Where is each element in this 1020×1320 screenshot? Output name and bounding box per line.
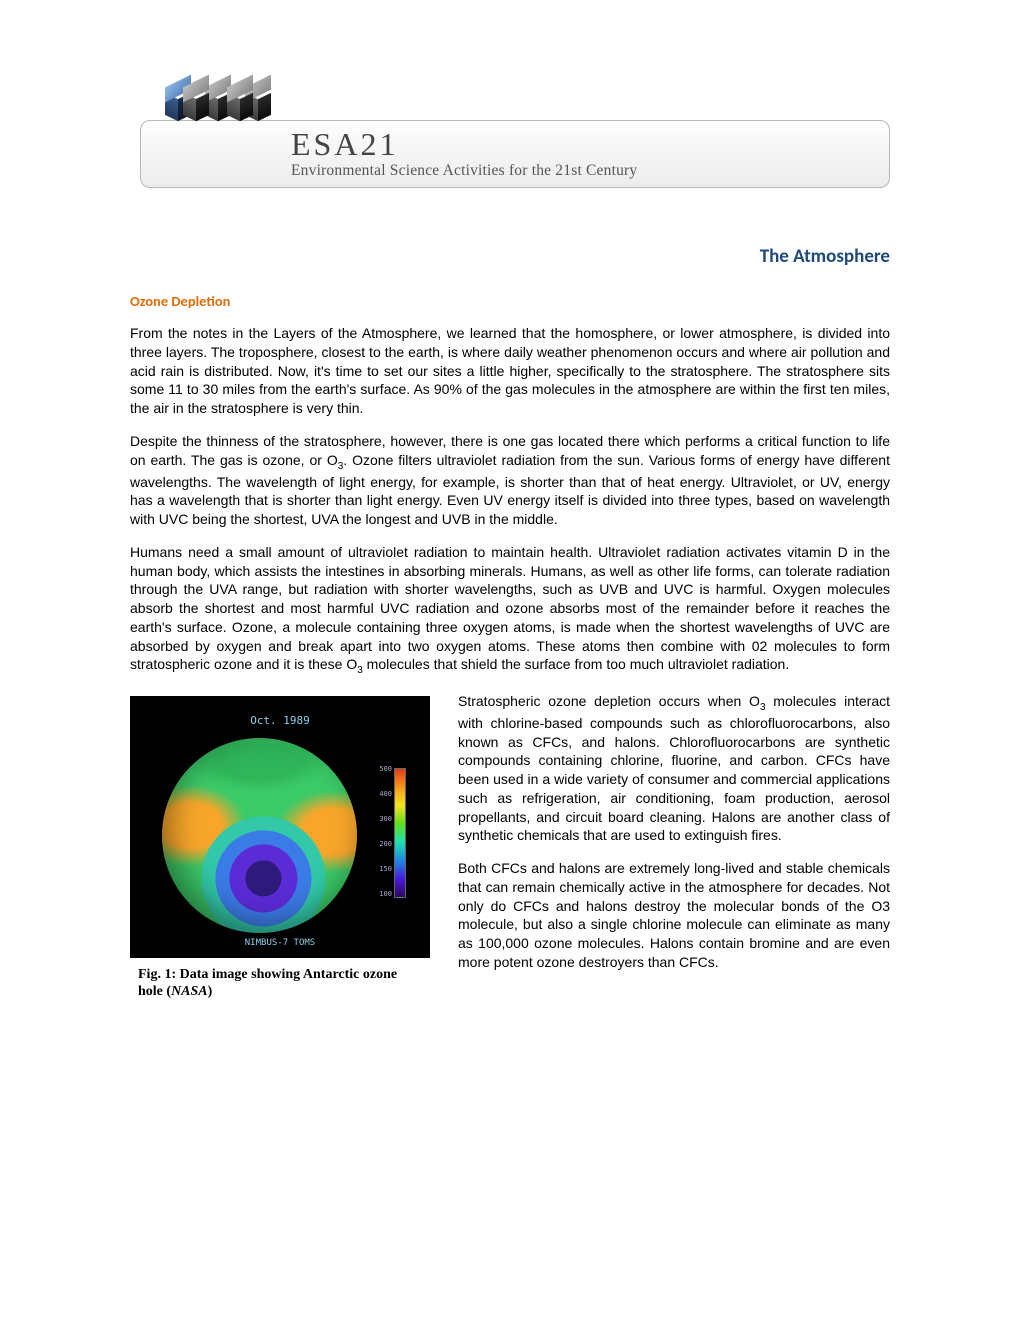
color-scale-bar (394, 768, 406, 898)
figure-1: Oct. 1989 500 400 300 200 150 100 NIMBUS… (130, 696, 430, 1001)
figure-caption: Fig. 1: Data image showing Antarctic ozo… (130, 966, 430, 1001)
logo-cube-icon (165, 88, 270, 193)
ozone-map-image: Oct. 1989 500 400 300 200 150 100 NIMBUS… (130, 696, 430, 958)
paragraph-3: Humans need a small amount of ultraviole… (130, 543, 890, 678)
scale-tick: 150 (379, 866, 392, 873)
p3b: molecules that shield the surface from t… (363, 656, 789, 672)
scale-tick: 200 (379, 841, 392, 848)
caption-source: NASA (171, 984, 208, 999)
scale-tick: 400 (379, 791, 392, 798)
figure-date-label: Oct. 1989 (130, 714, 430, 727)
p4b: molecules interact with chlorine-based c… (458, 693, 890, 844)
header-banner: ESA21 Environmental Science Activities f… (130, 90, 890, 210)
scale-tick: 300 (379, 816, 392, 823)
paragraph-1: From the notes in the Layers of the Atmo… (130, 324, 890, 418)
figure-footer-label: NIMBUS-7 TOMS (130, 938, 430, 948)
scale-tick: 100 (379, 891, 392, 898)
globe-visualization (162, 738, 357, 933)
page-title: The Atmosphere (130, 245, 890, 268)
p3a: Humans need a small amount of ultraviole… (130, 544, 890, 673)
paragraph-2: Despite the thinness of the stratosphere… (130, 432, 890, 529)
scale-tick: 500 (379, 766, 392, 773)
p4a: Stratospheric ozone depletion occurs whe… (458, 693, 760, 709)
section-heading: Ozone Depletion (130, 292, 890, 310)
banner-title: ESA21 (291, 128, 889, 160)
caption-suffix: ) (208, 984, 213, 999)
banner-subtitle: Environmental Science Activities for the… (291, 162, 889, 180)
